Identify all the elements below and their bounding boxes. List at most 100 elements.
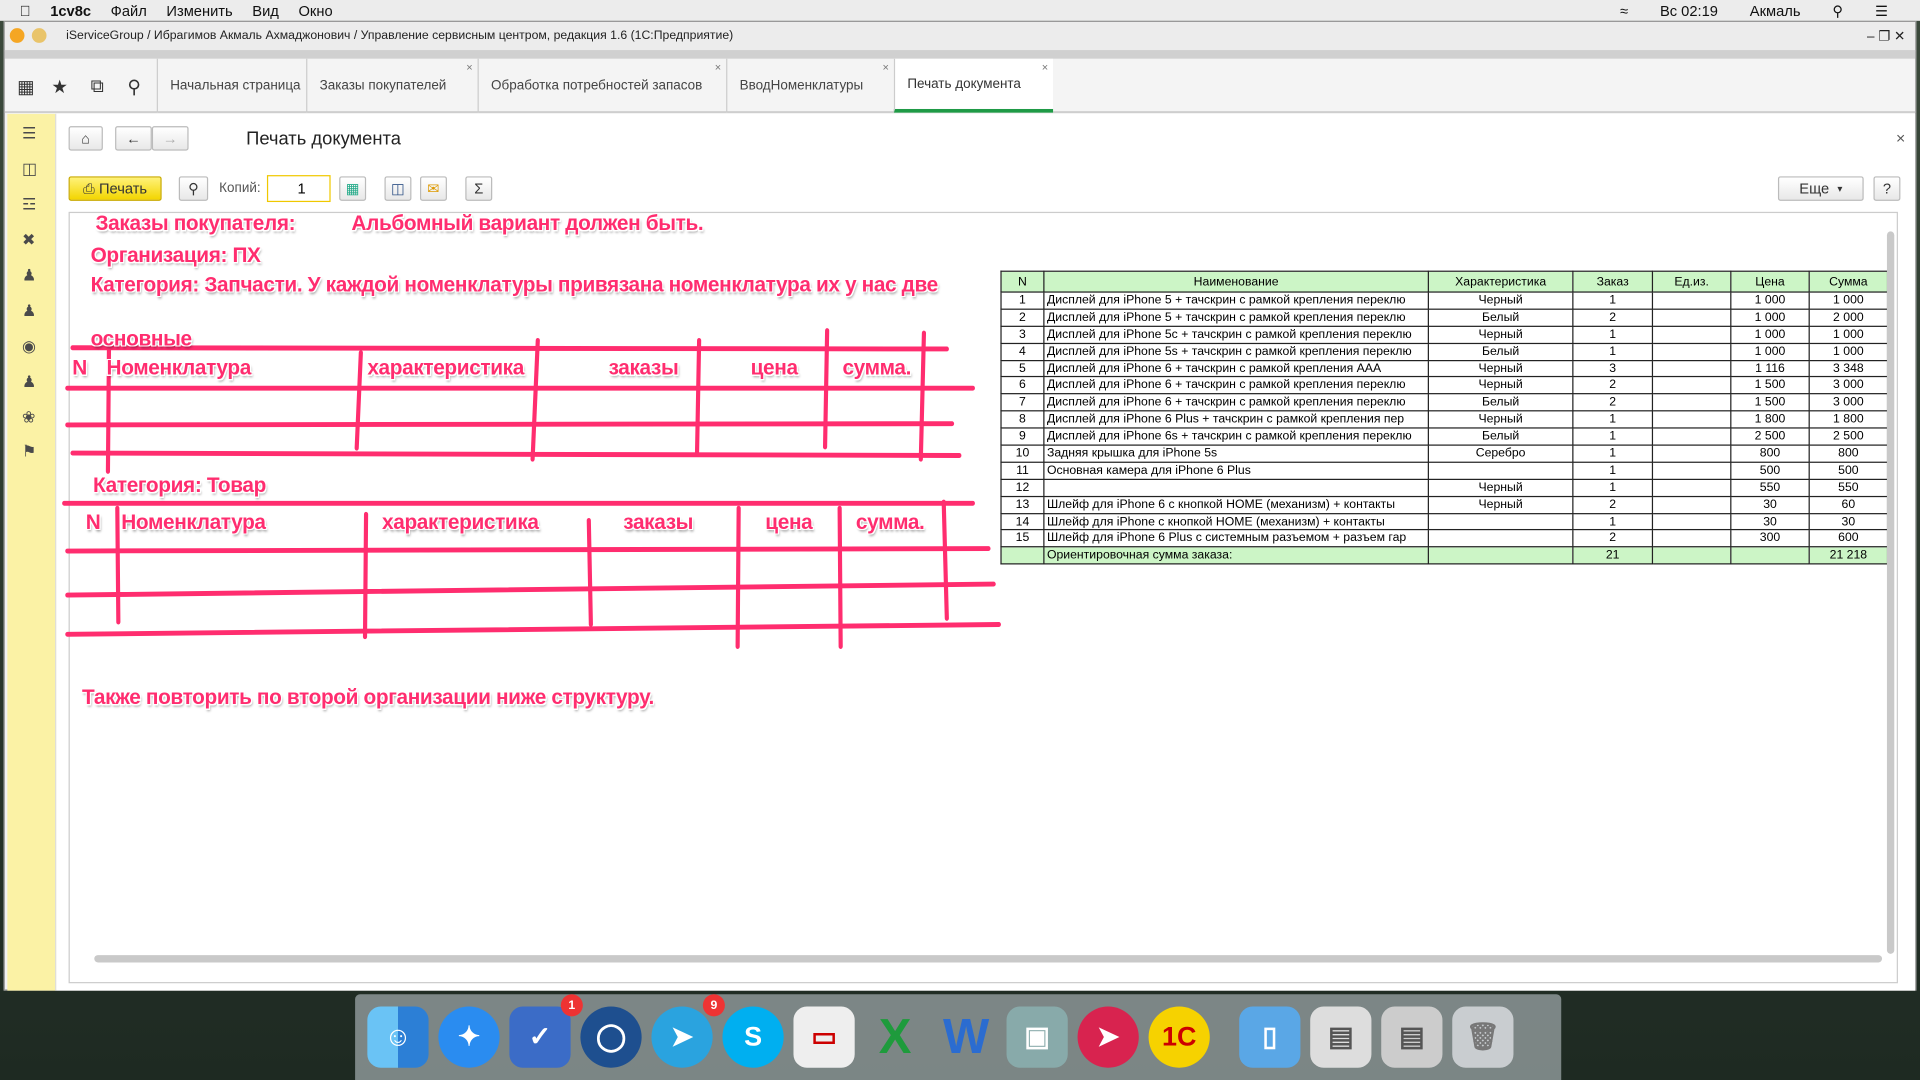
- apple-icon[interactable]: : [20, 2, 31, 19]
- tab-label: ВводНоменклатуры: [739, 78, 864, 94]
- history-icon[interactable]: ⧉: [90, 75, 104, 97]
- person-icon[interactable]: ♟: [22, 301, 37, 320]
- tasks-icon[interactable]: ✓ 1: [509, 994, 583, 1068]
- spotlight-icon[interactable]: ⚲: [1832, 2, 1844, 20]
- finder-icon[interactable]: ☺: [367, 1006, 429, 1068]
- table-cell: Черный: [1427, 291, 1574, 310]
- table-cell: 1 000: [1730, 291, 1810, 310]
- forward-button[interactable]: →: [151, 126, 189, 151]
- close-tab-icon[interactable]: ×: [882, 61, 889, 74]
- close-tab-icon[interactable]: ×: [1041, 61, 1049, 74]
- preview-button[interactable]: ⚲: [178, 176, 209, 201]
- print-label: Печать: [98, 180, 148, 198]
- sum-button[interactable]: Σ: [465, 176, 493, 201]
- favorites-star-icon[interactable]: ★: [51, 77, 68, 98]
- clock[interactable]: Вс 02:19: [1659, 2, 1718, 20]
- settings-icon[interactable]: ❀: [22, 407, 36, 427]
- tab-print-document[interactable]: Печать документа ×: [893, 58, 1054, 113]
- more-label: Еще: [1799, 180, 1830, 198]
- print-button[interactable]: ⎙ Печать: [68, 176, 162, 201]
- help-button[interactable]: ?: [1873, 176, 1901, 201]
- apps-grid-icon[interactable]: ▦: [17, 77, 35, 98]
- trash-icon[interactable]: 🗑: [1452, 1006, 1514, 1068]
- word-icon[interactable]: W: [942, 1009, 990, 1064]
- close-form-icon[interactable]: ×: [1896, 128, 1906, 147]
- table-cell: 1 116: [1730, 359, 1810, 378]
- table-row: 1 Дисплей для iPhone 5 + тачскрин с рамко…: [1000, 291, 1889, 310]
- total-sum: 21 218: [1808, 546, 1889, 565]
- coin-icon[interactable]: ◉: [22, 336, 36, 356]
- annotation-header: сумма.: [855, 510, 925, 534]
- close-tab-icon[interactable]: ×: [466, 61, 473, 74]
- people-icon[interactable]: ♟: [22, 372, 37, 391]
- vertical-scrollbar[interactable]: [1886, 231, 1895, 954]
- menu-view[interactable]: Вид: [241, 1, 279, 19]
- main-menu-icon[interactable]: [31, 28, 47, 43]
- close-tab-icon[interactable]: ×: [714, 61, 722, 74]
- parallels-window-icon[interactable]: ▭: [793, 1006, 855, 1068]
- dock: ☺ ✦ ✓ 1 ◯ ➤ 9 S ▭ X W ▣ ➤ 1С ▯ ▤ ▤ 🗑: [355, 994, 1562, 1080]
- tab-stock-needs[interactable]: Обработка потребностей запасов ×: [477, 58, 727, 113]
- email-icon[interactable]: ✉: [420, 176, 447, 201]
- user-name[interactable]: Акмаль: [1749, 2, 1801, 20]
- menu-edit[interactable]: Изменить: [155, 1, 232, 19]
- window-thumbnail-icon[interactable]: ▤: [1310, 1006, 1372, 1068]
- excel-icon[interactable]: X: [878, 1009, 912, 1064]
- table-cell: [1651, 291, 1732, 310]
- table-cell: [1651, 393, 1732, 412]
- table-cell: 11: [1000, 461, 1045, 480]
- skype-icon[interactable]: S: [722, 1006, 784, 1068]
- save-icon[interactable]: ◫: [384, 176, 412, 201]
- horizontal-scrollbar[interactable]: [94, 955, 1883, 963]
- search-icon[interactable]: ⚲: [127, 77, 141, 98]
- table-cell: Основная камера для iPhone 6 Plus: [1043, 461, 1429, 480]
- column-header: Характеристика: [1427, 270, 1574, 293]
- cart-icon[interactable]: ☲: [22, 194, 37, 214]
- menu-icon[interactable]: ☰: [22, 123, 37, 143]
- table-row: 11 Основная камера для iPhone 6 Plus 1 500 5…: [1000, 461, 1889, 480]
- table-cell: 1 500: [1730, 393, 1810, 412]
- menu-window[interactable]: Окно: [287, 1, 332, 19]
- preview-icon[interactable]: ▣: [1006, 1006, 1068, 1068]
- basket-icon[interactable]: ◫: [22, 159, 38, 178]
- 1password-icon[interactable]: ◯: [580, 1006, 642, 1068]
- more-button[interactable]: Еще ▾: [1777, 176, 1864, 201]
- back-button[interactable]: ←: [115, 126, 152, 151]
- tab-customer-orders[interactable]: Заказы покупателей ×: [306, 58, 477, 113]
- copies-input[interactable]: 1: [266, 175, 331, 203]
- window-controls[interactable]: – ❐ ✕: [1866, 29, 1906, 45]
- table-row: 7 Дисплей для iPhone 6 + тачскрин с рамко…: [1000, 393, 1889, 412]
- tools-icon[interactable]: ✖: [22, 230, 36, 249]
- app-menu[interactable]: 1cv8c: [39, 1, 91, 19]
- table-cell: 5: [1000, 359, 1045, 378]
- folder-icon[interactable]: ▯: [1239, 1006, 1301, 1068]
- notifications-icon[interactable]: ☰: [1874, 2, 1889, 20]
- wifi-icon[interactable]: ≈: [1620, 2, 1629, 20]
- telegram-icon[interactable]: ➤ 9: [651, 994, 725, 1068]
- table-cell: Дисплей для iPhone 6 + тачскрин с рамкой…: [1043, 393, 1429, 412]
- excel-save-button[interactable]: ▦: [339, 176, 367, 201]
- table-cell: 8: [1000, 410, 1045, 429]
- flag-icon[interactable]: ⚑: [22, 442, 37, 461]
- tab-nomenclature-input[interactable]: ВводНоменклатуры ×: [726, 58, 894, 113]
- page-title: Печать документа: [246, 128, 401, 150]
- person-money-icon[interactable]: ♟: [22, 265, 37, 285]
- table-cell: 1: [1572, 478, 1654, 497]
- table-cell: 500: [1730, 461, 1810, 480]
- table-cell: Белый: [1427, 427, 1574, 446]
- app-icon[interactable]: ➤: [1077, 1006, 1139, 1068]
- title-bar: iServiceGroup / Ибрагимов Акмаль Ахмаджо…: [4, 22, 1916, 52]
- safari-icon[interactable]: ✦: [438, 1006, 500, 1068]
- table-cell: 2: [1572, 393, 1654, 412]
- window-thumbnail-icon[interactable]: ▤: [1381, 1006, 1443, 1068]
- table-cell: 1 000: [1730, 342, 1810, 361]
- menu-file[interactable]: Файл: [99, 1, 147, 19]
- table-cell: 3 348: [1808, 359, 1889, 378]
- tab-home[interactable]: Начальная страница: [156, 58, 306, 113]
- table-cell: 30: [1808, 512, 1889, 531]
- badge: 1: [560, 994, 583, 1017]
- 1c-icon[interactable]: 1С: [1148, 1006, 1210, 1068]
- home-button[interactable]: ⌂: [68, 126, 103, 151]
- spreadsheet-document[interactable]: N Наименование Характеристика Заказ Ед.из. Це…: [68, 211, 1898, 984]
- table-cell: 1 500: [1730, 376, 1810, 395]
